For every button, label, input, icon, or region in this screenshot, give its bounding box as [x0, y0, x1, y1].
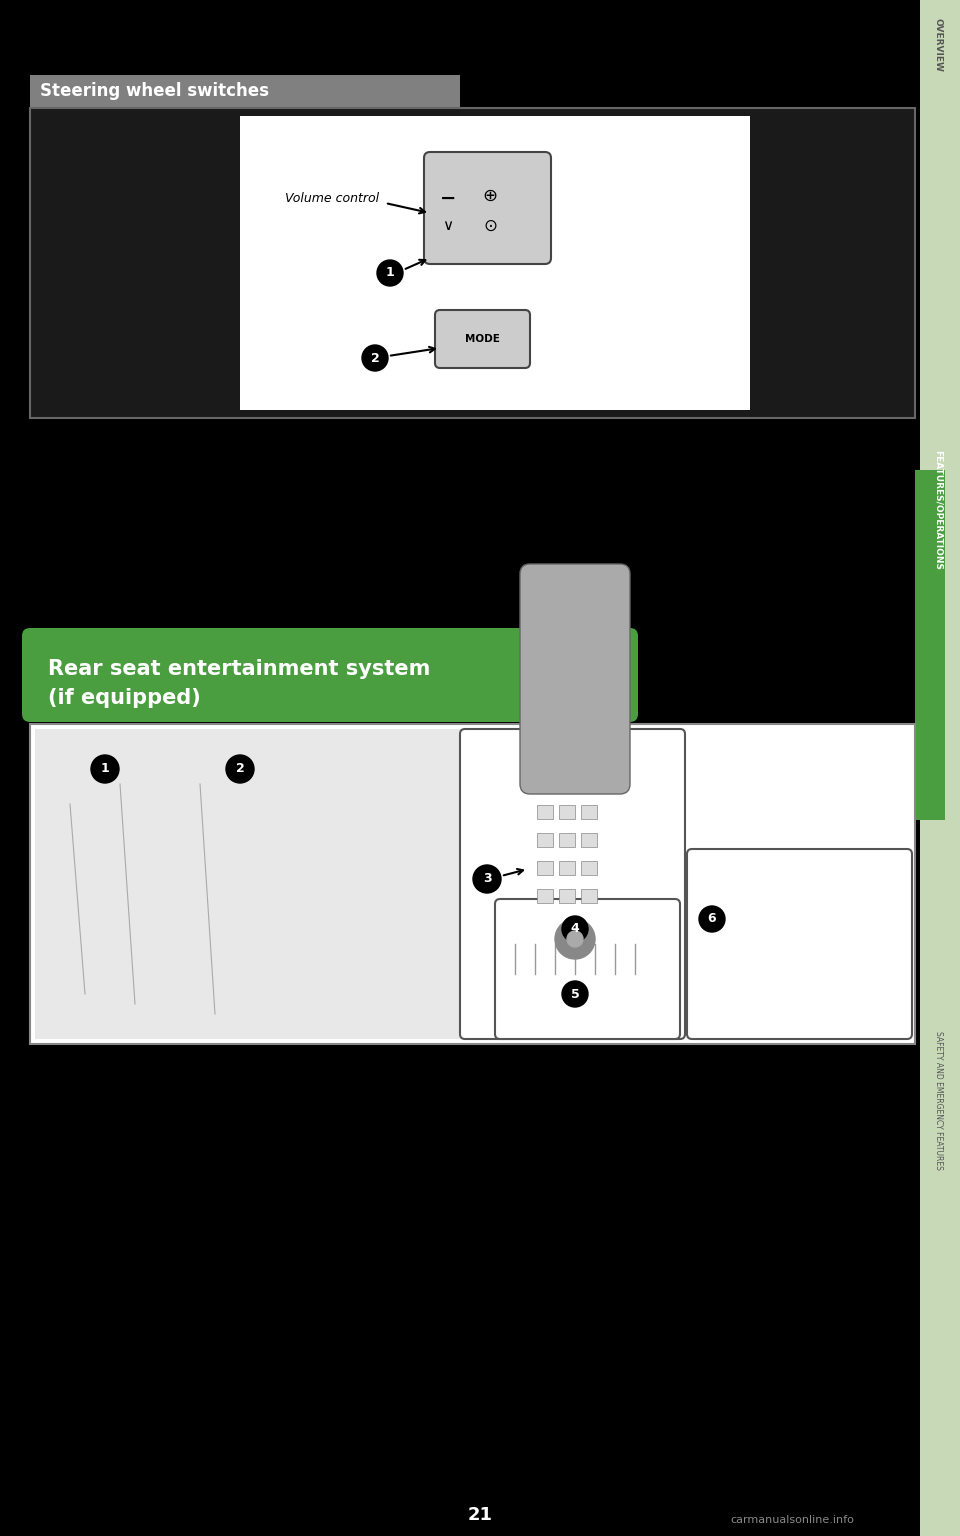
Text: −: − — [440, 189, 456, 207]
Bar — [537, 862, 553, 876]
Text: Push to turn audio ON and to select an audio mode. Push and hold to: Push to turn audio ON and to select an a… — [58, 570, 600, 584]
Bar — [915, 470, 945, 820]
Text: FEATURES/OPERATIONS: FEATURES/OPERATIONS — [933, 450, 943, 570]
Bar — [581, 889, 597, 903]
FancyBboxPatch shape — [687, 849, 912, 1038]
FancyBboxPatch shape — [424, 152, 551, 264]
Text: Volume control: Volume control — [285, 192, 379, 204]
Text: the next strong station.: the next strong station. — [58, 495, 259, 508]
Circle shape — [699, 906, 725, 932]
Text: 1: 1 — [386, 267, 395, 280]
Text: ① Front audio system (DVD player): ① Front audio system (DVD player) — [35, 1069, 307, 1083]
Text: Steering wheel switches: Steering wheel switches — [40, 81, 269, 100]
Text: 4: 4 — [570, 923, 580, 935]
Bar — [30, 108, 915, 418]
Text: -In radio mode Push to select a preset station; push and hold to seek: -In radio mode Push to select a preset s… — [58, 472, 600, 485]
Text: OVERVIEW: OVERVIEW — [933, 18, 943, 72]
Circle shape — [555, 919, 595, 958]
FancyBboxPatch shape — [520, 564, 630, 794]
Bar — [559, 889, 575, 903]
Text: Rear seat entertainment system: Rear seat entertainment system — [48, 659, 430, 679]
Text: turn the audio system “OFF.”: turn the audio system “OFF.” — [58, 591, 287, 607]
Text: 5: 5 — [570, 988, 580, 1000]
Bar — [581, 833, 597, 846]
Text: 2: 2 — [235, 762, 245, 776]
Bar — [537, 805, 553, 819]
Text: ⑤ A/V input adapter: ⑤ A/V input adapter — [35, 1161, 190, 1175]
Text: ②: ② — [35, 544, 50, 562]
Text: ⊙: ⊙ — [483, 217, 497, 235]
FancyBboxPatch shape — [495, 899, 680, 1038]
Text: 3: 3 — [483, 872, 492, 885]
Bar — [920, 0, 960, 1536]
Bar — [581, 862, 597, 876]
Circle shape — [377, 260, 403, 286]
Circle shape — [91, 756, 119, 783]
Text: 6: 6 — [708, 912, 716, 926]
Text: ④ Headphone volume control and headphone jacks: ④ Headphone volume control and headphone… — [35, 1138, 433, 1152]
Circle shape — [226, 756, 254, 783]
Bar — [0, 0, 920, 75]
Text: -In CD mode Push to skip up or down to next/previous track.: -In CD mode Push to skip up or down to n… — [58, 516, 531, 530]
Bar — [30, 723, 915, 1044]
Text: ③ Remote control: ③ Remote control — [35, 1115, 171, 1129]
Circle shape — [562, 982, 588, 1008]
Text: “MODE”: “MODE” — [58, 544, 135, 562]
Text: carmanualsonline.info: carmanualsonline.info — [730, 1514, 853, 1525]
Bar — [581, 805, 597, 819]
Circle shape — [567, 931, 583, 948]
Text: ①: ① — [35, 445, 50, 464]
Text: MODE: MODE — [465, 333, 499, 344]
Bar — [537, 833, 553, 846]
Text: 1: 1 — [101, 762, 109, 776]
FancyBboxPatch shape — [460, 730, 685, 1038]
Bar — [35, 730, 490, 1038]
Text: (if equipped): (if equipped) — [48, 688, 201, 708]
FancyBboxPatch shape — [22, 628, 638, 722]
Text: ⑥ 115V AC Power outlet: ⑥ 115V AC Power outlet — [35, 1184, 222, 1198]
Text: “VΛ”: “VΛ” — [58, 445, 106, 464]
Bar — [537, 889, 553, 903]
Bar — [30, 75, 460, 108]
Text: For details, refer to the “Navigation System Owner’s Manual.”: For details, refer to the “Navigation Sy… — [35, 1226, 525, 1240]
Bar — [559, 833, 575, 846]
Text: 2: 2 — [371, 352, 379, 364]
Text: ② DVD screen: ② DVD screen — [35, 1092, 142, 1106]
Bar — [559, 862, 575, 876]
Text: ⊕: ⊕ — [483, 187, 497, 204]
Bar — [240, 117, 750, 410]
FancyBboxPatch shape — [435, 310, 530, 369]
Circle shape — [562, 915, 588, 942]
Text: SAFETY AND EMERGENCY FEATURES: SAFETY AND EMERGENCY FEATURES — [933, 1031, 943, 1169]
Text: 21: 21 — [468, 1505, 492, 1524]
Circle shape — [473, 865, 501, 892]
Bar — [559, 805, 575, 819]
Circle shape — [362, 346, 388, 372]
Text: ∨: ∨ — [443, 218, 453, 233]
